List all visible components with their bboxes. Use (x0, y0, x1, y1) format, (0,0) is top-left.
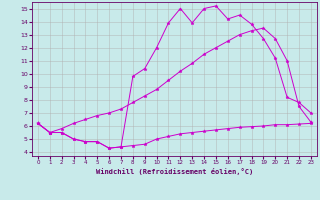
X-axis label: Windchill (Refroidissement éolien,°C): Windchill (Refroidissement éolien,°C) (96, 168, 253, 175)
